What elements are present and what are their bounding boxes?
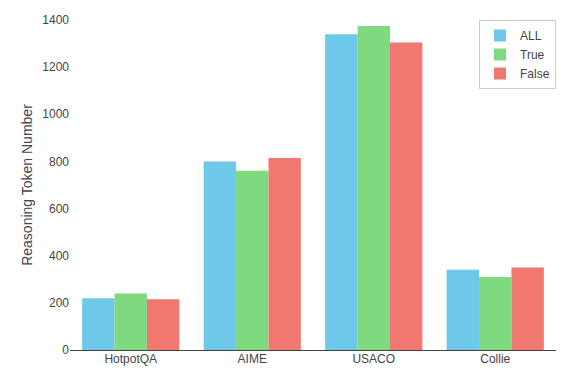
svg-text:200: 200	[49, 296, 69, 310]
svg-text:1400: 1400	[42, 13, 69, 27]
svg-text:1000: 1000	[42, 107, 69, 121]
svg-text:HotpotQA: HotpotQA	[104, 352, 157, 366]
svg-text:False: False	[520, 67, 550, 81]
svg-text:AIME: AIME	[238, 352, 267, 366]
svg-text:USACO: USACO	[352, 352, 395, 366]
svg-text:Reasoning Token Number: Reasoning Token Number	[19, 104, 35, 266]
svg-text:True: True	[520, 48, 545, 62]
svg-text:0: 0	[62, 343, 69, 357]
svg-text:1200: 1200	[42, 60, 69, 74]
svg-text:800: 800	[49, 155, 69, 169]
svg-text:400: 400	[49, 249, 69, 263]
svg-text:ALL: ALL	[520, 29, 542, 43]
svg-text:Collie: Collie	[480, 352, 510, 366]
svg-text:600: 600	[49, 202, 69, 216]
